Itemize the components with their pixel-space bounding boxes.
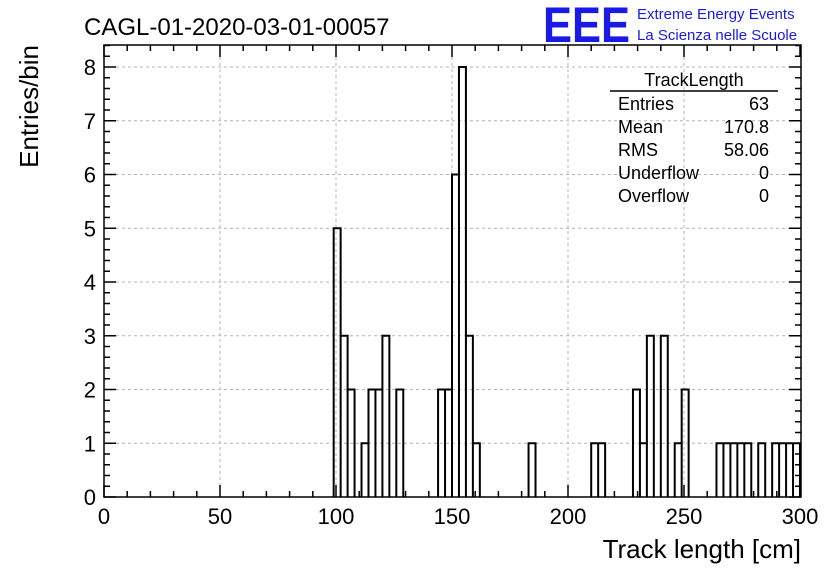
histogram-bin: [779, 443, 786, 497]
x-tick-label: 100: [318, 504, 355, 529]
histogram-bin: [661, 336, 668, 497]
stats-value: 63: [749, 94, 769, 114]
histogram-bin: [793, 443, 800, 497]
histogram-bin: [362, 443, 369, 497]
logo-line-1: Extreme Energy Events: [637, 6, 795, 23]
histogram-bin: [633, 390, 640, 498]
histogram-bin: [744, 443, 751, 497]
stats-box-name: TrackLength: [644, 70, 743, 90]
histogram-bin: [382, 336, 389, 497]
histogram-bin: [438, 390, 445, 498]
y-tick-label: 7: [84, 109, 96, 134]
y-tick-label: 1: [84, 431, 96, 456]
y-tick-label: 5: [84, 216, 96, 241]
histogram-bin: [473, 443, 480, 497]
histogram-bin: [375, 390, 382, 498]
stats-value: 58.06: [724, 140, 769, 160]
histogram-bin: [466, 336, 473, 497]
logo-line-2: La Scienza nelle Scuole: [637, 27, 797, 44]
stats-label: Entries: [618, 94, 674, 114]
histogram-bin: [591, 443, 598, 497]
histogram-bin: [529, 443, 536, 497]
run-title: CAGL-01-2020-03-01-00057: [84, 14, 390, 41]
x-tick-label: 200: [550, 504, 587, 529]
y-tick-label: 8: [84, 55, 96, 80]
histogram-bin: [598, 443, 605, 497]
stats-label: Underflow: [618, 163, 700, 183]
x-tick-label: 250: [666, 504, 703, 529]
histogram-bin: [459, 67, 466, 497]
axis-tick-labels: 0 50 100 150 200 250 300 0 1 2 3 4 5 6 7 8: [84, 55, 819, 529]
x-tick-label: 0: [98, 504, 110, 529]
histogram-outline: [332, 66, 801, 497]
eee-logo: EEE: [543, 0, 630, 53]
y-tick-label: 3: [84, 324, 96, 349]
histogram-bin: [682, 390, 689, 498]
histogram-bin: [396, 390, 403, 498]
histogram-bin: [640, 443, 647, 497]
histogram-bin: [452, 175, 459, 498]
y-tick-label: 6: [84, 163, 96, 188]
histogram-bin: [758, 443, 765, 497]
stats-label: Mean: [618, 117, 663, 137]
histogram-bin: [772, 443, 779, 497]
histogram-bin: [348, 390, 355, 498]
stats-value: 170.8: [724, 117, 769, 137]
stats-rows: Entries 63 Mean 170.8 RMS 58.06 Underflow 0 Over…: [618, 94, 769, 206]
x-axis-title: Track length [cm]: [603, 534, 801, 564]
x-tick-label: 150: [434, 504, 471, 529]
histogram-bin: [334, 228, 341, 497]
histogram-bin: [675, 443, 682, 497]
stats-label: Overflow: [618, 186, 690, 206]
histogram-bin: [368, 390, 375, 498]
histogram-bin: [723, 443, 730, 497]
histogram-bin: [445, 390, 452, 498]
histogram-bin: [786, 443, 793, 497]
stats-value: 0: [759, 186, 769, 206]
y-tick-label: 2: [84, 378, 96, 403]
histogram-bin: [341, 336, 348, 497]
stats-label: RMS: [618, 140, 658, 160]
axis-ticks: [103, 44, 801, 498]
x-tick-label: 300: [782, 504, 819, 529]
y-tick-label: 0: [84, 485, 96, 510]
histogram-bin: [737, 443, 744, 497]
y-tick-label: 4: [84, 270, 96, 295]
histogram-bin: [647, 336, 654, 497]
stats-value: 0: [759, 163, 769, 183]
stats-box: TrackLength Entries 63 Mean 170.8 RMS 58.06 Un…: [610, 70, 778, 206]
histogram-bin: [730, 443, 737, 497]
histogram-bin: [716, 443, 723, 497]
y-axis-title: Entries/bin: [14, 45, 44, 168]
x-tick-label: 50: [208, 504, 232, 529]
